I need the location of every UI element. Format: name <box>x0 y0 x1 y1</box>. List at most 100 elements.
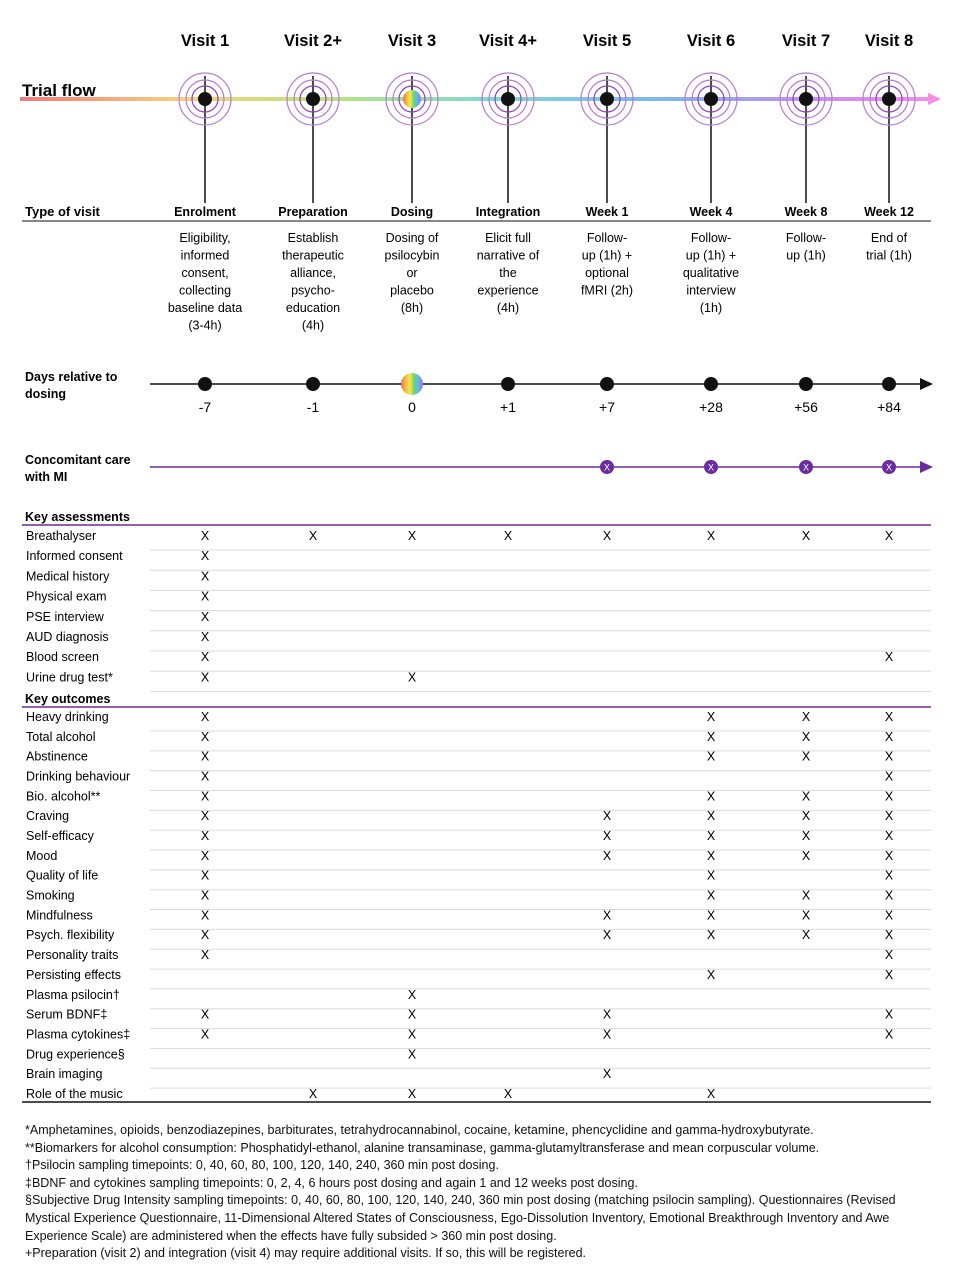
day-label: +1 <box>500 399 516 415</box>
schedule-x-mark: X <box>201 928 210 942</box>
schedule-x-mark: X <box>504 1087 513 1101</box>
visit-ripple-ring <box>398 85 426 113</box>
outcome-row-label: Drinking behaviour <box>26 770 130 784</box>
visit-description-line: Follow- <box>691 231 731 245</box>
visit-label: Visit 3 <box>388 32 436 50</box>
schedule-x-mark: X <box>201 908 210 922</box>
outcome-row-label: Heavy drinking <box>26 710 109 724</box>
assessment-row: Blood screen X X <box>26 650 931 672</box>
outcome-row: Quality of life X X X <box>26 869 931 891</box>
outcome-row-label: Self-efficacy <box>26 829 95 843</box>
visit-ripple-ring <box>293 79 333 119</box>
visit-label: Visit 2+ <box>284 32 342 50</box>
schedule-x-mark: X <box>201 650 210 664</box>
schedule-x-mark: X <box>802 710 811 724</box>
schedule-x-mark: X <box>707 789 716 803</box>
visit-ripple-ring <box>494 85 522 113</box>
visit-ripple-ring <box>593 85 621 113</box>
outcome-row: Bio. alcohol** X X X X <box>26 789 931 811</box>
schedule-x-mark: X <box>201 770 210 784</box>
visit-description-line: (1h) <box>700 301 722 315</box>
visit-ripple-ring <box>862 72 916 126</box>
visit-type-label: Preparation <box>278 205 347 219</box>
outcome-row-label: Total alcohol <box>26 730 96 744</box>
day-label: +7 <box>599 399 615 415</box>
visit-description-line: optional <box>585 266 629 280</box>
days-axis-arrowhead <box>920 378 933 390</box>
assessment-row-label: Medical history <box>26 569 110 583</box>
schedule-x-mark: X <box>201 590 210 604</box>
visit-label: Visit 5 <box>583 32 631 50</box>
visit-description-line: Eligibility, <box>179 231 230 245</box>
visit-description-line: qualitative <box>683 266 739 280</box>
visit-type-label: Week 1 <box>586 205 629 219</box>
schedule-x-mark: X <box>802 529 811 543</box>
assessment-row-label: Breathalyser <box>26 529 96 543</box>
type-of-visit-label: Type of visit <box>25 204 101 219</box>
outcome-row-label: Serum BDNF‡ <box>26 1008 107 1022</box>
schedule-x-mark: X <box>885 928 894 942</box>
schedule-x-mark: X <box>707 1087 716 1101</box>
visit-ripple-ring <box>691 79 731 119</box>
outcome-row-label: Brain imaging <box>26 1067 102 1081</box>
visit-description-line: Follow- <box>587 231 627 245</box>
schedule-x-mark: X <box>885 829 894 843</box>
visit-description-line: or <box>406 266 417 280</box>
day-label: +28 <box>699 399 723 415</box>
schedule-x-mark: X <box>802 908 811 922</box>
schedule-x-mark: X <box>201 1027 210 1041</box>
schedule-x-mark: X <box>885 948 894 962</box>
visit-description-line: consent, <box>181 266 228 280</box>
schedule-x-mark: X <box>707 730 716 744</box>
schedule-x-mark: X <box>408 988 417 1002</box>
visit-dot <box>600 92 614 106</box>
visit-ripple-ring <box>481 72 535 126</box>
visit-description-line: baseline data <box>168 301 242 315</box>
visit-description-line: trial (1h) <box>866 249 912 263</box>
visit-ripple-ring <box>385 72 439 126</box>
days-label-line2: dosing <box>25 387 66 401</box>
visit-dot <box>882 92 896 106</box>
schedule-x-mark: X <box>802 829 811 843</box>
schedule-x-mark: X <box>201 889 210 903</box>
visit-description-line: (4h) <box>497 301 519 315</box>
schedule-x-mark: X <box>885 889 894 903</box>
outcome-row-label: Psych. flexibility <box>26 928 115 942</box>
visit-description-line: fMRI (2h) <box>581 284 633 298</box>
day-dot <box>198 377 212 391</box>
dosing-day-rainbow-dot <box>401 373 423 395</box>
care-label-line1: Concomitant care <box>25 453 131 467</box>
day-dot <box>882 377 896 391</box>
visit-column-8: Visit 8 Week 12 End of trial (1h) +84 <box>862 32 916 415</box>
schedule-x-mark: X <box>201 869 210 883</box>
schedule-x-mark: X <box>201 789 210 803</box>
schedule-x-mark: X <box>603 1008 612 1022</box>
visit-dot <box>704 92 718 106</box>
visits-layer: Visit 1 Enrolment Eligibility, informed cons… <box>168 32 916 474</box>
visit-label: Visit 1 <box>181 32 229 50</box>
schedule-x-mark: X <box>201 549 210 563</box>
trial-flow-label: Trial flow <box>22 81 96 100</box>
visit-dot <box>799 92 813 106</box>
assessment-row-label: Urine drug test* <box>26 670 113 684</box>
assessment-row: Breathalyser X X X X X X X X <box>26 529 931 551</box>
outcome-row: Plasma psilocin† X <box>26 988 931 1010</box>
day-dot <box>704 377 718 391</box>
schedule-x-mark: X <box>707 968 716 982</box>
schedule-x-mark: X <box>885 730 894 744</box>
outcome-row-label: Mindfulness <box>26 908 93 922</box>
visit-type-label: Integration <box>476 205 541 219</box>
footnote: *Amphetamines, opioids, benzodiazepines,… <box>25 1123 814 1137</box>
visit-ripple-ring <box>875 85 903 113</box>
outcome-row: Craving X X X X X <box>26 809 931 831</box>
visit-description-line: up (1h) + <box>582 249 632 263</box>
schedule-x-mark: X <box>201 610 210 624</box>
visit-ripple-ring <box>286 72 340 126</box>
outcome-row: Mindfulness X X X X X <box>26 908 931 930</box>
care-marker-x: X <box>886 463 892 473</box>
outcome-row: Serum BDNF‡ X X X X <box>26 1008 931 1030</box>
day-dot <box>501 377 515 391</box>
footnote: ‡BDNF and cytokines sampling timepoints:… <box>25 1175 638 1190</box>
schedule-x-mark: X <box>885 1008 894 1022</box>
